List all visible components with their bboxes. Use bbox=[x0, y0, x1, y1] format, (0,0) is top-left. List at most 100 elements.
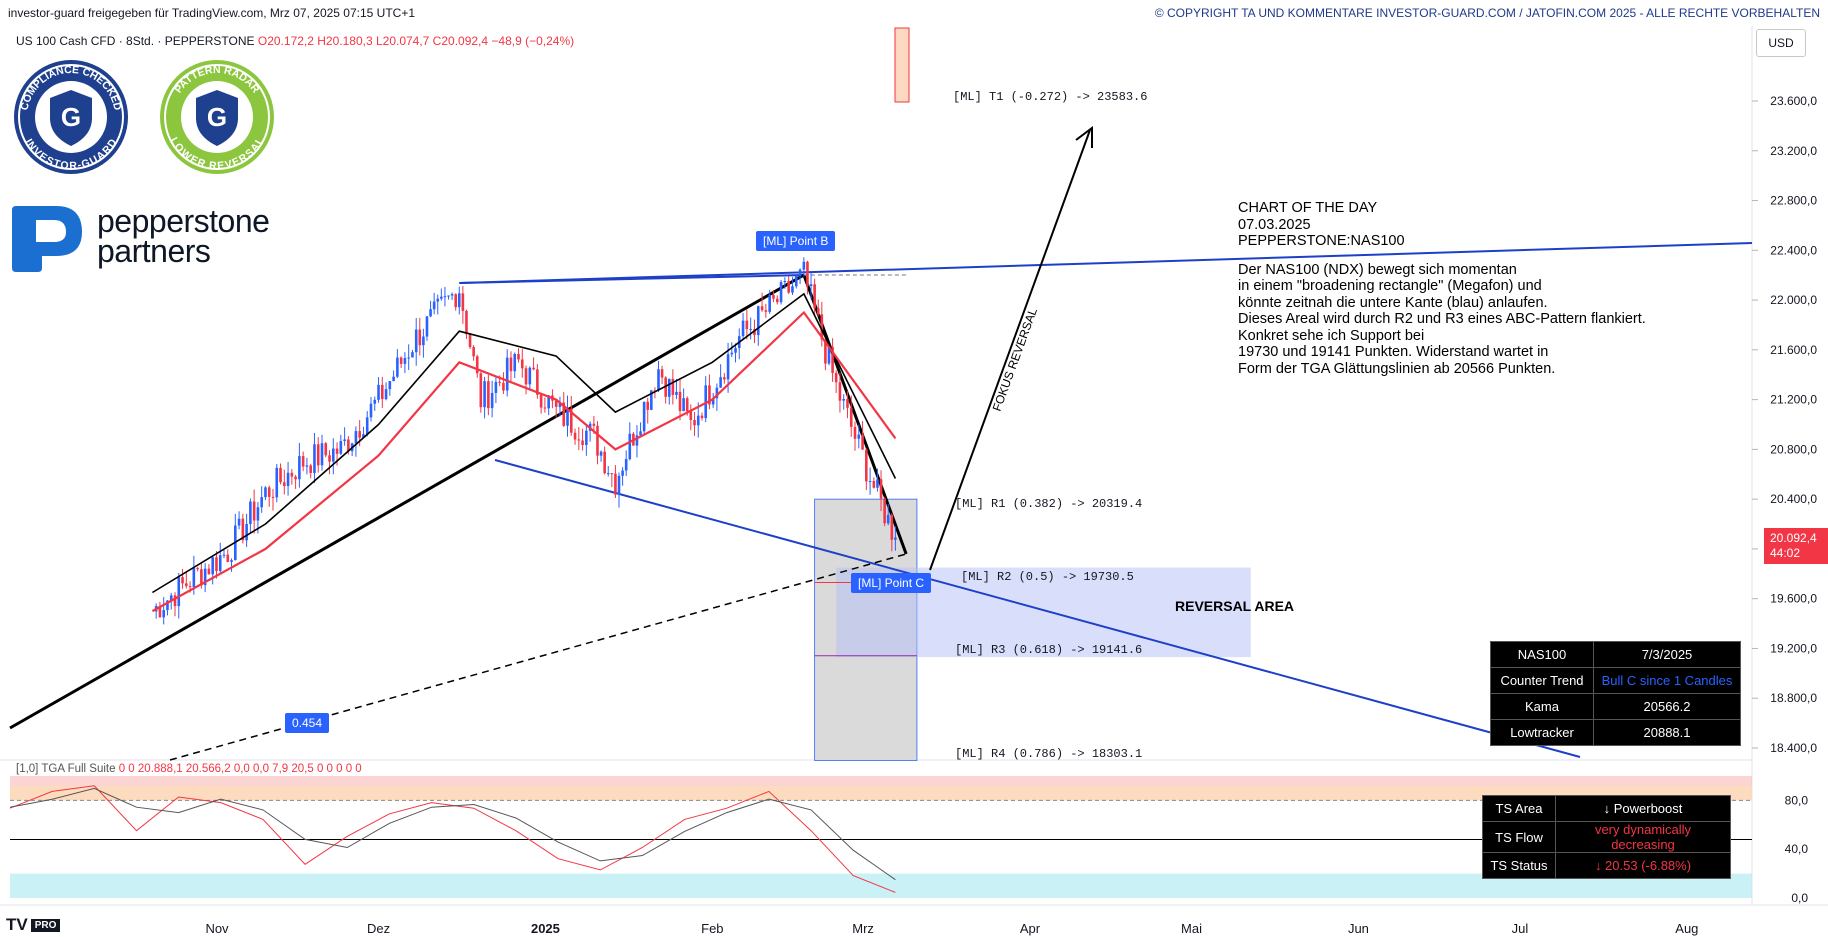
candle-body bbox=[831, 346, 834, 373]
cotd-line: Konkret sehe ich Support bei bbox=[1238, 327, 1425, 344]
candle-body bbox=[407, 357, 410, 359]
candle-body bbox=[879, 479, 883, 499]
tradingview-logo[interactable]: TV PRO bbox=[6, 915, 61, 935]
symbol-name: US 100 Cash CFD · 8Std. · PEPPERSTONE bbox=[16, 34, 255, 48]
candle-body bbox=[185, 583, 188, 587]
y-tick-label: 18.800,0 bbox=[1770, 691, 1817, 705]
candle-body bbox=[861, 434, 864, 450]
symbol-legend[interactable]: US 100 Cash CFD · 8Std. · PEPPERSTONE O2… bbox=[16, 34, 574, 48]
candle-body bbox=[798, 269, 802, 276]
candle-body bbox=[188, 586, 192, 588]
candle-body bbox=[715, 387, 719, 399]
candle-body bbox=[846, 398, 849, 408]
indicator-name: [1,0] TGA Full Suite bbox=[16, 763, 116, 775]
candle-body bbox=[824, 339, 827, 364]
currency-button[interactable]: USD bbox=[1756, 29, 1806, 57]
table-key: TS Flow bbox=[1482, 821, 1556, 853]
candle-body bbox=[671, 378, 675, 395]
candle-body bbox=[838, 382, 842, 401]
candle-body bbox=[343, 439, 346, 442]
indicator-legend[interactable]: [1,0] TGA Full Suite 0 0 20.888,1 20.566… bbox=[16, 763, 362, 775]
candle-body bbox=[211, 557, 214, 575]
candle-body bbox=[173, 595, 177, 607]
candle-body bbox=[328, 455, 331, 462]
candle-body bbox=[403, 358, 407, 364]
candle-body bbox=[678, 391, 682, 412]
candle-body bbox=[726, 354, 730, 380]
candle-body bbox=[806, 261, 809, 287]
candle-body bbox=[756, 306, 760, 336]
candle-body bbox=[890, 514, 894, 540]
candle-body bbox=[457, 293, 461, 308]
target-bar bbox=[894, 27, 910, 103]
candle-body bbox=[418, 329, 422, 346]
candle-body bbox=[425, 316, 429, 337]
pepperstone-p-icon bbox=[12, 206, 82, 272]
x-tick-label: Mrz bbox=[852, 921, 874, 936]
candle-body bbox=[675, 391, 678, 395]
candle-body bbox=[309, 465, 312, 473]
candle-body bbox=[599, 451, 603, 456]
candle-body bbox=[539, 394, 543, 408]
table-row: Kama 20566.2 bbox=[1490, 693, 1741, 720]
candle-body bbox=[842, 398, 846, 401]
candle-body bbox=[760, 306, 764, 311]
candle-body bbox=[585, 430, 588, 445]
candle-body bbox=[667, 378, 671, 397]
candle-body bbox=[222, 554, 226, 556]
level-r4-label: [ML] R4 (0.786) -> 18303.1 bbox=[955, 747, 1143, 761]
candle-body bbox=[775, 298, 779, 303]
table-row: TS Area ↓ Powerboost bbox=[1482, 795, 1731, 822]
candle-body bbox=[628, 433, 632, 460]
table-key: TS Status bbox=[1482, 852, 1556, 879]
lowtracker-line bbox=[151, 310, 897, 613]
candle-body bbox=[700, 415, 704, 419]
y-tick-label: 19.200,0 bbox=[1770, 641, 1817, 655]
candle-body bbox=[753, 328, 756, 336]
table-value: 20888.1 bbox=[1593, 719, 1741, 746]
candle-body bbox=[827, 346, 831, 364]
point-c-label[interactable]: [ML] Point C bbox=[851, 573, 932, 593]
x-tick-label: Nov bbox=[205, 921, 229, 936]
candle-body bbox=[450, 294, 454, 296]
level-r1-label: [ML] R1 (0.382) -> 20319.4 bbox=[955, 497, 1143, 511]
candle-body bbox=[558, 402, 562, 407]
y-tick-label: 18.400,0 bbox=[1770, 741, 1817, 755]
tv-mark: TV bbox=[6, 915, 28, 934]
candle-body bbox=[290, 472, 294, 477]
candle-body bbox=[723, 377, 726, 380]
candle-body bbox=[203, 568, 207, 586]
candle-body bbox=[479, 373, 483, 408]
candle-body bbox=[505, 357, 509, 391]
candle-body bbox=[657, 369, 660, 391]
candle-body bbox=[606, 473, 610, 475]
indicator-values: 0 0 20.888,1 20.566,2 0,0 0,0 7,9 20,5 0… bbox=[118, 763, 362, 775]
x-tick-label: Jul bbox=[1512, 921, 1529, 936]
candle-body bbox=[689, 411, 693, 420]
x-tick-label: Aug bbox=[1675, 921, 1698, 936]
arrow-head-icon bbox=[1075, 126, 1093, 148]
cotd-date: 07.03.2025 bbox=[1238, 216, 1311, 233]
candle-body bbox=[237, 518, 241, 526]
ohlc-values: O20.172,2 H20.180,3 L20.074,7 C20.092,4 … bbox=[257, 34, 575, 48]
candle-body bbox=[614, 473, 617, 495]
indicator-y-tick: 0,0 bbox=[1791, 891, 1808, 905]
x-tick-label: Jun bbox=[1348, 921, 1369, 936]
candle-body bbox=[816, 308, 820, 315]
dashed-projection bbox=[169, 553, 907, 761]
candle-body bbox=[298, 456, 301, 480]
shield-icon: G COMPLIANCE CHECKED INVESTOR-GUARD bbox=[14, 60, 128, 174]
candle-body bbox=[532, 367, 535, 370]
candle-body bbox=[414, 329, 418, 353]
candle-body bbox=[513, 353, 517, 372]
candle-body bbox=[894, 537, 897, 540]
logo-line2: partners bbox=[97, 233, 211, 269]
point-b-label[interactable]: [ML] Point B bbox=[756, 231, 836, 251]
ratio-label[interactable]: 0.454 bbox=[285, 713, 330, 733]
candle-body bbox=[181, 577, 184, 584]
reversal-area-label: REVERSAL AREA bbox=[1175, 598, 1295, 614]
svg-text:G: G bbox=[207, 102, 227, 132]
table-value: very dynamically decreasing bbox=[1555, 821, 1731, 853]
candle-body bbox=[158, 606, 162, 618]
